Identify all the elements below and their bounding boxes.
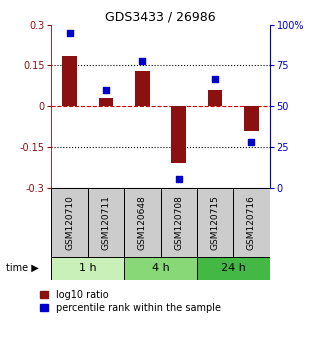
Point: [249, 139, 254, 145]
Point: [213, 76, 218, 81]
Text: GSM120711: GSM120711: [101, 195, 110, 250]
Title: GDS3433 / 26986: GDS3433 / 26986: [105, 11, 216, 24]
Bar: [197, 257, 270, 280]
Text: 24 h: 24 h: [221, 263, 246, 273]
Point: [103, 87, 108, 93]
Point: [176, 177, 181, 182]
Bar: [160, 188, 197, 257]
Text: GSM120716: GSM120716: [247, 195, 256, 250]
Legend: log10 ratio, percentile rank within the sample: log10 ratio, percentile rank within the …: [40, 290, 221, 313]
Text: 1 h: 1 h: [79, 263, 97, 273]
Bar: [124, 257, 197, 280]
Bar: [171, 106, 186, 163]
Bar: [124, 188, 160, 257]
Bar: [62, 56, 77, 106]
Text: GSM120708: GSM120708: [174, 195, 183, 250]
Text: GSM120648: GSM120648: [138, 195, 147, 250]
Bar: [197, 188, 233, 257]
Point: [67, 30, 72, 36]
Text: 4 h: 4 h: [152, 263, 169, 273]
Bar: [88, 188, 124, 257]
Text: GSM120710: GSM120710: [65, 195, 74, 250]
Text: time ▶: time ▶: [6, 263, 39, 273]
Bar: [99, 98, 113, 106]
Bar: [208, 90, 222, 106]
Point: [140, 58, 145, 63]
Text: GSM120715: GSM120715: [211, 195, 220, 250]
Bar: [51, 257, 124, 280]
Bar: [135, 71, 150, 106]
Bar: [51, 188, 88, 257]
Bar: [233, 188, 270, 257]
Bar: [244, 106, 259, 131]
